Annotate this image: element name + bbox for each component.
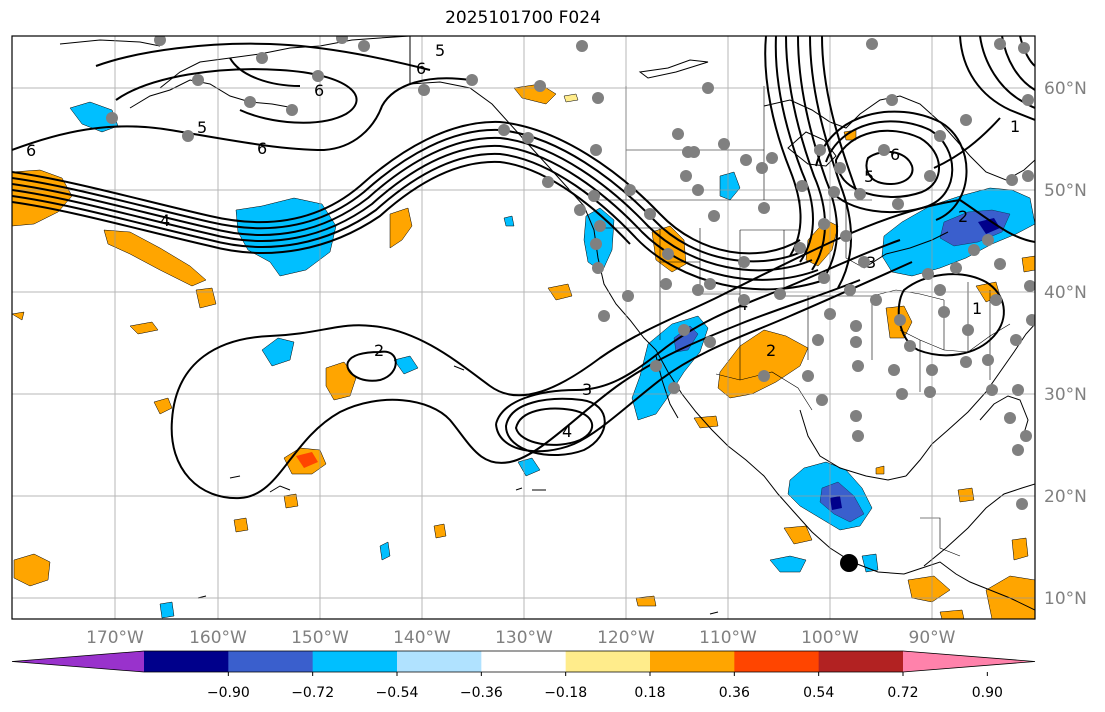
colorbar-extend-high [903,651,1035,672]
contour-label: 2 [958,207,968,226]
latitude-axis: 60°N 50°N 40°N 30°N 20°N 10°N [1044,79,1087,609]
map-title: 2025101700 F024 [445,8,601,28]
colorbar-segment [312,651,398,672]
contour-label: 5 [197,118,207,137]
colorbar-segment [144,651,229,672]
longitude-label: 170°W [86,628,144,648]
colorbar-segment [397,651,482,672]
contour-label: 2 [766,341,776,360]
colorbar-tick-label: 0.36 [719,685,750,701]
longitude-label: 110°W [699,628,757,648]
colorbar-segment [481,651,567,672]
negative-shading [69,101,1035,619]
contour-label: 6 [257,139,267,158]
longitude-label: 90°W [909,628,956,648]
longitude-label: 160°W [189,628,247,648]
contour-label: 6 [26,141,36,160]
latitude-label: 30°N [1044,385,1087,405]
colorbar-segment [650,651,735,672]
contour-label: 6 [416,59,426,78]
colorbar-tick-label: −0.72 [291,685,334,701]
colorbar-segment [818,651,904,672]
colorbar-tick-label: 0.18 [634,685,665,701]
longitude-label: 130°W [495,628,553,648]
contour-label: 5 [435,41,445,60]
station-markers [106,36,1035,510]
contour-label: 5 [864,167,874,186]
contour-label: 2 [374,341,384,360]
map-frame [11,35,1036,620]
colorbar-tick-label: −0.54 [376,685,419,701]
colorbar-segment [565,651,651,672]
positive-shading [12,83,1035,619]
colorbar-tick-label: −0.36 [460,685,503,701]
longitude-axis: 170°W 160°W 150°W 140°W 130°W 120°W 110°… [86,628,956,648]
contour-label: 4 [562,422,572,441]
latitude-label: 10°N [1044,589,1087,609]
colorbar-tick-label: 0.90 [972,685,1003,701]
colorbar: −0.90 −0.72 −0.54 −0.36 −0.18 0.18 0.36 0.54 0.7… [11,650,1036,701]
contour-label: 1 [1010,117,1020,136]
colorbar-outline [11,650,1036,673]
contour-label: 6 [314,81,324,100]
longitude-label: 150°W [291,628,349,648]
colorbar-tick-label: −0.18 [544,685,587,701]
colorbar-segment [734,651,820,672]
longitude-label: 140°W [393,628,451,648]
contour-label: 3 [866,253,876,272]
latitude-label: 50°N [1044,181,1087,201]
contour-label: 3 [582,380,592,399]
contour-label: 1 [972,299,982,318]
graticule [12,36,1035,619]
marker-dot [840,554,858,572]
latitude-label: 60°N [1044,79,1087,99]
longitude-label: 120°W [597,628,655,648]
colorbar-segment [228,651,314,672]
colorbar-tick-label: 0.72 [887,685,918,701]
contour-label-group: 5 6 6 5 6 6 4 2 3 4 2 4 3 2 1 6 5 1 [26,41,1020,441]
colorbar-tick-label: −0.90 [207,685,250,701]
latitude-label: 40°N [1044,283,1087,303]
colorbar-extend-low [12,651,144,672]
longitude-label: 100°W [801,628,859,648]
contour-label: 6 [890,145,900,164]
latitude-label: 20°N [1044,487,1087,507]
colorbar-tick-label: 0.54 [803,685,834,701]
contour-label: 4 [160,211,170,230]
